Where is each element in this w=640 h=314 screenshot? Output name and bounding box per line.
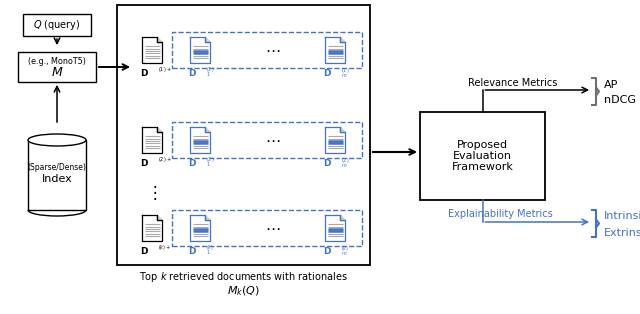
Text: $^{(2)}_m$: $^{(2)}_m$ bbox=[341, 156, 349, 170]
Text: $\mathbf{D}$: $\mathbf{D}$ bbox=[188, 245, 197, 256]
Text: $^{(2)}$$^+$: $^{(2)}$$^+$ bbox=[158, 156, 172, 164]
Text: Extrinsic: Extrinsic bbox=[604, 228, 640, 238]
Text: $^{(k)}$$^+$: $^{(k)}$$^+$ bbox=[158, 244, 172, 252]
Text: $^{(1)}$$^+$: $^{(1)}$$^+$ bbox=[158, 66, 172, 74]
Polygon shape bbox=[340, 127, 345, 132]
Text: Intrinsic: Intrinsic bbox=[604, 211, 640, 221]
Text: Explainability Metrics: Explainability Metrics bbox=[448, 209, 553, 219]
Text: (Sparse/Dense): (Sparse/Dense) bbox=[28, 164, 86, 172]
Polygon shape bbox=[190, 127, 210, 153]
Polygon shape bbox=[190, 215, 210, 241]
Text: Top $k$ retrieved documents with rationales: Top $k$ retrieved documents with rationa… bbox=[139, 270, 348, 284]
Polygon shape bbox=[325, 127, 345, 153]
Text: Framework: Framework bbox=[452, 162, 513, 172]
Ellipse shape bbox=[28, 134, 86, 146]
Text: (e.g., MonoT5): (e.g., MonoT5) bbox=[28, 57, 86, 67]
Text: $^{(1)}_1$: $^{(1)}_1$ bbox=[206, 66, 214, 80]
Text: $\vdots$: $\vdots$ bbox=[147, 183, 157, 203]
Polygon shape bbox=[205, 37, 210, 42]
Polygon shape bbox=[142, 37, 162, 63]
Text: $\mathbf{D}$: $\mathbf{D}$ bbox=[140, 157, 149, 168]
Text: $\mathbf{D}$: $\mathbf{D}$ bbox=[188, 67, 197, 78]
Text: nDCG: nDCG bbox=[604, 95, 636, 105]
Text: $Q$ (query): $Q$ (query) bbox=[33, 18, 81, 32]
Bar bbox=[420, 112, 545, 200]
Text: Index: Index bbox=[42, 174, 72, 184]
Text: $^{(k)}_m$: $^{(k)}_m$ bbox=[341, 244, 349, 257]
Bar bbox=[172, 122, 362, 158]
Polygon shape bbox=[205, 215, 210, 220]
Polygon shape bbox=[340, 215, 345, 220]
Text: $M_k(Q)$: $M_k(Q)$ bbox=[227, 284, 260, 298]
Polygon shape bbox=[142, 127, 162, 153]
Bar bbox=[172, 32, 362, 68]
Polygon shape bbox=[190, 37, 210, 63]
Text: AP: AP bbox=[604, 80, 618, 90]
Text: $^{(k)}_1$: $^{(k)}_1$ bbox=[206, 244, 214, 258]
Bar bbox=[172, 210, 362, 246]
Bar bbox=[28, 140, 86, 210]
Polygon shape bbox=[157, 37, 162, 42]
Bar bbox=[18, 52, 96, 82]
Text: $\mathbf{D}$: $\mathbf{D}$ bbox=[140, 67, 149, 78]
Text: $M$: $M$ bbox=[51, 67, 63, 79]
Text: $^{(2)}_1$: $^{(2)}_1$ bbox=[206, 156, 214, 170]
Bar bbox=[23, 14, 91, 36]
Text: $\mathbf{D}$: $\mathbf{D}$ bbox=[323, 245, 332, 256]
Text: $\cdots$: $\cdots$ bbox=[266, 42, 281, 57]
Polygon shape bbox=[157, 215, 162, 220]
Polygon shape bbox=[325, 37, 345, 63]
Text: $\mathbf{D}$: $\mathbf{D}$ bbox=[323, 157, 332, 168]
Polygon shape bbox=[205, 127, 210, 132]
Text: $^{(1)}_m$: $^{(1)}_m$ bbox=[341, 66, 349, 79]
Polygon shape bbox=[142, 215, 162, 241]
Bar bbox=[117, 5, 370, 265]
Text: $\mathbf{D}$: $\mathbf{D}$ bbox=[140, 245, 149, 256]
Text: $\cdots$: $\cdots$ bbox=[266, 220, 281, 236]
Polygon shape bbox=[325, 215, 345, 241]
Polygon shape bbox=[340, 37, 345, 42]
Polygon shape bbox=[157, 127, 162, 132]
Text: Proposed: Proposed bbox=[457, 140, 508, 150]
Text: Evaluation: Evaluation bbox=[453, 151, 512, 161]
Text: $\mathbf{D}$: $\mathbf{D}$ bbox=[188, 157, 197, 168]
Text: $\cdots$: $\cdots$ bbox=[266, 133, 281, 148]
Text: Relevance Metrics: Relevance Metrics bbox=[468, 78, 557, 88]
Text: $\mathbf{D}$: $\mathbf{D}$ bbox=[323, 67, 332, 78]
